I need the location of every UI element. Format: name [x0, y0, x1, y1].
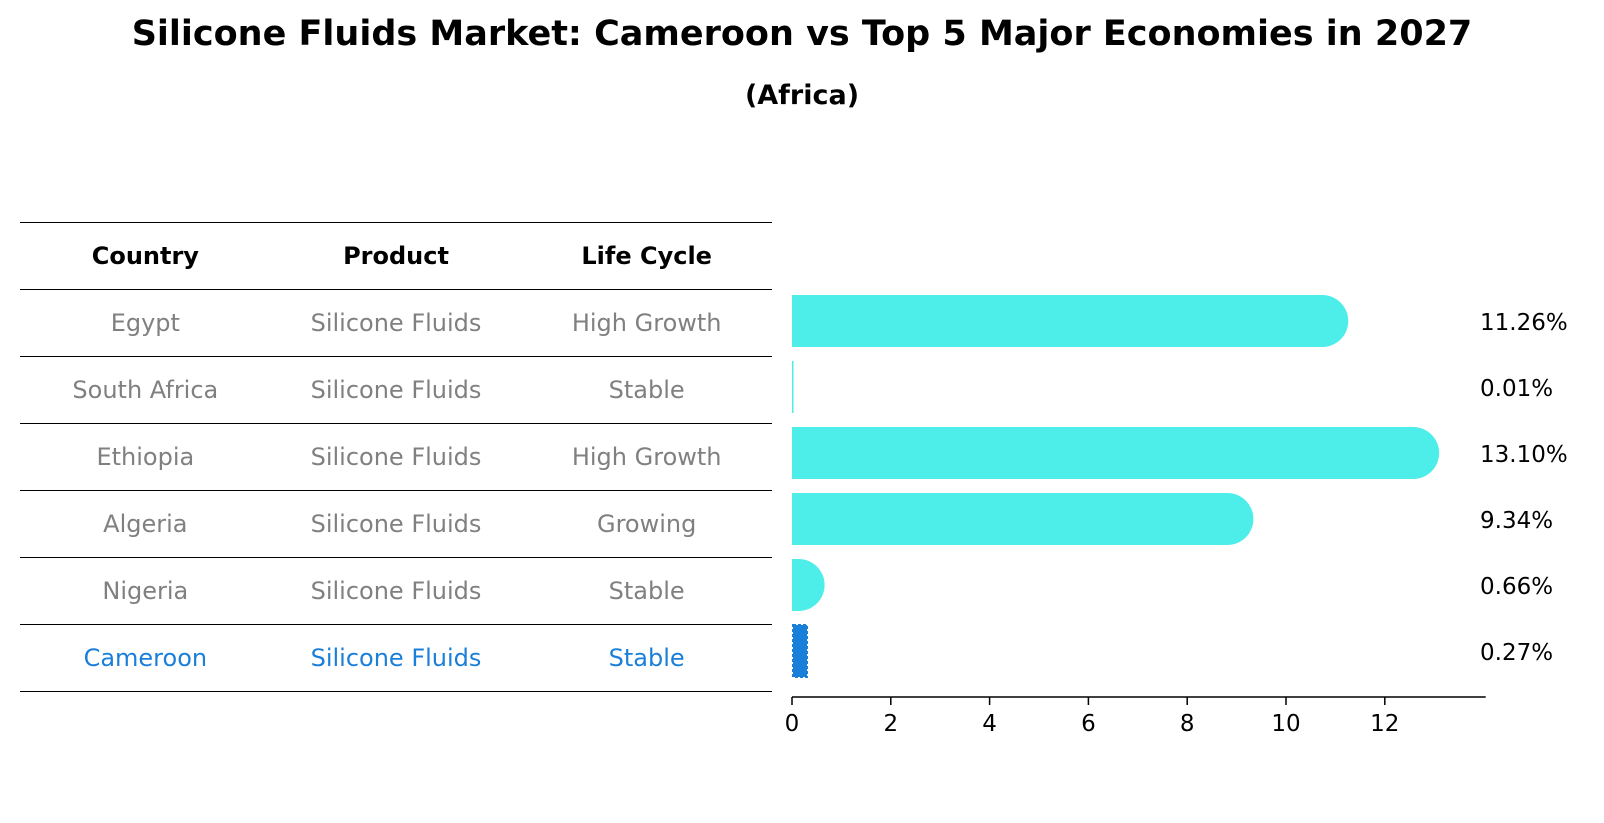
- table-row: Algeria Silicone Fluids Growing: [20, 490, 772, 557]
- life-cycle-cell: Stable: [608, 644, 685, 672]
- bar: [792, 361, 794, 413]
- bar: [792, 559, 825, 611]
- country-table: Country Product Life Cycle Egypt Silicon…: [20, 222, 772, 692]
- product-cell: Silicone Fluids: [310, 309, 482, 337]
- product-cell: Silicone Fluids: [310, 376, 482, 404]
- bar: [792, 295, 1349, 347]
- life-cycle-cell: Stable: [608, 376, 685, 404]
- table-row: Ethiopia Silicone Fluids High Growth: [20, 423, 772, 490]
- life-cycle-cell: High Growth: [571, 443, 722, 471]
- country-cell: Cameroon: [83, 644, 208, 672]
- chart-title: Silicone Fluids Market: Cameroon vs Top …: [131, 14, 1473, 54]
- bar: [792, 427, 1440, 479]
- x-tick-label: 2: [883, 711, 898, 737]
- bar: [792, 493, 1254, 545]
- product-cell: Silicone Fluids: [310, 577, 482, 605]
- bar: [792, 624, 808, 678]
- country-cell: Egypt: [110, 309, 180, 337]
- chart-subtitle: (Africa): [744, 80, 860, 111]
- header-product: Product: [343, 242, 449, 270]
- x-tick-label: 0: [785, 711, 800, 737]
- header-life-cycle: Life Cycle: [581, 242, 712, 270]
- x-tick-label: 4: [982, 711, 997, 737]
- country-cell: Ethiopia: [96, 443, 195, 471]
- life-cycle-cell: Growing: [596, 510, 697, 538]
- table-row: South Africa Silicone Fluids Stable: [20, 356, 772, 423]
- x-tick-label: 8: [1180, 711, 1195, 737]
- x-tick-label: 10: [1271, 711, 1300, 737]
- value-label: 0.01%: [1480, 376, 1553, 402]
- life-cycle-cell: Stable: [608, 577, 685, 605]
- x-tick-label: 12: [1370, 711, 1399, 737]
- value-label: 13.10%: [1480, 442, 1568, 468]
- table-row: Nigeria Silicone Fluids Stable: [20, 557, 772, 624]
- country-cell: Nigeria: [102, 577, 189, 605]
- table-row: Egypt Silicone Fluids High Growth: [20, 289, 772, 356]
- value-label: 0.66%: [1480, 574, 1553, 600]
- product-cell: Silicone Fluids: [310, 644, 482, 672]
- product-cell: Silicone Fluids: [310, 510, 482, 538]
- table-row-highlighted: Cameroon Silicone Fluids Stable: [20, 624, 772, 692]
- table-header-row: Country Product Life Cycle: [20, 222, 772, 289]
- x-tick-label: 6: [1081, 711, 1096, 737]
- header-country: Country: [91, 242, 199, 270]
- life-cycle-cell: High Growth: [571, 309, 722, 337]
- country-cell: Algeria: [103, 510, 188, 538]
- value-label: 9.34%: [1480, 508, 1553, 534]
- product-cell: Silicone Fluids: [310, 443, 482, 471]
- country-cell: South Africa: [72, 376, 219, 404]
- value-label: 0.27%: [1480, 640, 1553, 666]
- value-label: 11.26%: [1480, 310, 1568, 336]
